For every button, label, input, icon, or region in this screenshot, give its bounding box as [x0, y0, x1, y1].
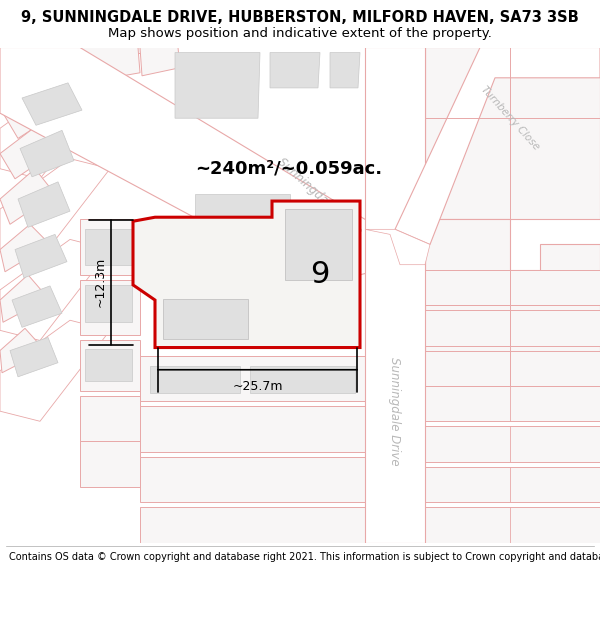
Polygon shape: [270, 52, 320, 88]
Polygon shape: [0, 159, 110, 259]
Polygon shape: [85, 285, 132, 322]
Polygon shape: [195, 194, 290, 229]
Polygon shape: [80, 48, 140, 83]
Polygon shape: [0, 78, 65, 138]
Polygon shape: [425, 270, 600, 305]
Text: ~25.7m: ~25.7m: [232, 380, 283, 393]
Polygon shape: [0, 239, 110, 341]
Polygon shape: [140, 406, 365, 452]
Polygon shape: [175, 52, 260, 118]
Polygon shape: [80, 396, 140, 441]
Text: Turnberry Close: Turnberry Close: [479, 84, 541, 152]
Polygon shape: [140, 507, 365, 542]
Polygon shape: [425, 310, 600, 346]
Polygon shape: [425, 426, 600, 462]
Polygon shape: [140, 457, 365, 502]
Polygon shape: [85, 349, 132, 381]
Text: ~12.3m: ~12.3m: [94, 258, 107, 308]
Polygon shape: [140, 48, 180, 76]
Text: Sunningdale Drive: Sunningdale Drive: [275, 156, 365, 238]
Polygon shape: [395, 48, 600, 244]
Polygon shape: [425, 219, 600, 386]
Polygon shape: [425, 386, 600, 421]
Text: ~240m²/~0.059ac.: ~240m²/~0.059ac.: [195, 160, 382, 177]
Polygon shape: [425, 48, 600, 219]
Polygon shape: [0, 320, 110, 421]
Polygon shape: [330, 52, 360, 88]
Polygon shape: [80, 48, 175, 53]
Text: 9: 9: [310, 260, 329, 289]
Polygon shape: [80, 280, 140, 336]
Polygon shape: [12, 286, 62, 328]
Polygon shape: [0, 275, 48, 322]
Polygon shape: [0, 48, 70, 93]
Polygon shape: [18, 182, 70, 228]
Polygon shape: [15, 234, 67, 278]
Polygon shape: [365, 229, 430, 265]
Polygon shape: [140, 356, 365, 401]
Polygon shape: [0, 328, 45, 372]
Polygon shape: [250, 366, 355, 393]
Polygon shape: [150, 366, 240, 393]
Polygon shape: [425, 507, 600, 542]
Polygon shape: [0, 169, 55, 224]
Polygon shape: [365, 48, 425, 542]
Polygon shape: [285, 209, 352, 280]
Polygon shape: [425, 467, 600, 502]
Text: Map shows position and indicative extent of the property.: Map shows position and indicative extent…: [108, 28, 492, 41]
Polygon shape: [425, 351, 600, 386]
Text: 9, SUNNINGDALE DRIVE, HUBBERSTON, MILFORD HAVEN, SA73 3SB: 9, SUNNINGDALE DRIVE, HUBBERSTON, MILFOR…: [21, 9, 579, 24]
Polygon shape: [85, 229, 132, 265]
Polygon shape: [163, 299, 248, 339]
Polygon shape: [80, 219, 140, 275]
Polygon shape: [80, 441, 140, 487]
Polygon shape: [22, 83, 82, 125]
Polygon shape: [0, 48, 400, 285]
Text: Contains OS data © Crown copyright and database right 2021. This information is : Contains OS data © Crown copyright and d…: [9, 552, 600, 562]
Polygon shape: [80, 341, 140, 391]
Polygon shape: [20, 131, 74, 177]
Polygon shape: [10, 338, 58, 377]
Text: Sunningdale Drive: Sunningdale Drive: [389, 357, 401, 466]
Polygon shape: [0, 224, 50, 272]
Polygon shape: [0, 123, 60, 179]
Polygon shape: [0, 78, 110, 179]
Polygon shape: [133, 201, 360, 348]
